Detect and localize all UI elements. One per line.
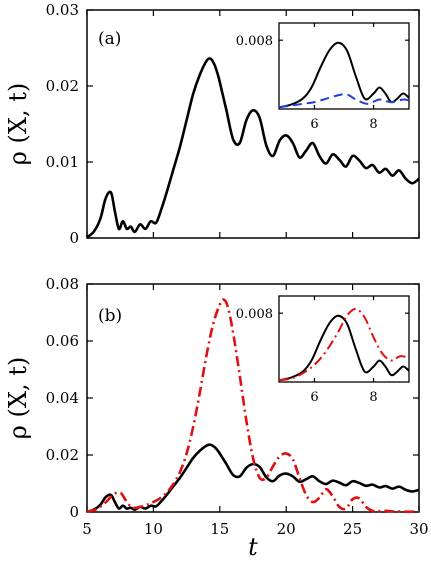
panel-a-inset-series-1-line bbox=[278, 93, 410, 109]
panel-b-xtick-label: 20 bbox=[277, 520, 296, 538]
panel-b-inset-ytick-label: 0.008 bbox=[236, 307, 273, 322]
panel-b-xlabel: t bbox=[248, 533, 258, 561]
panel-b-ticks: 5 10 15 20 25 30 0 0.02 0.04 0.06 0.08 bbox=[46, 275, 429, 538]
panel-a-inset-xtick-label: 8 bbox=[369, 117, 377, 132]
panel-a-inset-ticks: 6 8 0.008 bbox=[236, 23, 409, 132]
panel-a-inset-series bbox=[278, 41, 410, 109]
panel-a-ticks: 0 0.01 0.02 0.03 bbox=[46, 1, 420, 247]
panel-b-inset-series-0-line bbox=[278, 314, 410, 382]
panel-b-inset-frame bbox=[278, 295, 410, 383]
panel-b-inset-xtick-label: 8 bbox=[369, 390, 377, 405]
panel-a-ylabel: ρ (X, t) bbox=[4, 83, 32, 165]
panel-b-series-1-line bbox=[86, 298, 420, 514]
panel-a-ytick-label: 0.01 bbox=[46, 153, 79, 171]
panel-b-xtick-label: 25 bbox=[343, 520, 362, 538]
panel-a-series bbox=[86, 57, 420, 239]
panel-a-frame bbox=[86, 9, 420, 239]
panel-b-series bbox=[86, 298, 420, 514]
panel-b: 5 10 15 20 25 30 0 0.02 0.04 0.06 0.08 (b) ρ (X, t… bbox=[4, 275, 429, 561]
panel-b-xtick-label: 30 bbox=[409, 520, 428, 538]
panel-b-ytick-label: 0.06 bbox=[46, 332, 79, 350]
panel-b-series-0-line bbox=[86, 443, 420, 513]
panel-b-inset-xtick-label: 6 bbox=[310, 390, 318, 405]
panel-b-inset: 6 8 0.008 bbox=[236, 295, 410, 405]
panel-b-ytick-label: 0 bbox=[69, 503, 79, 521]
panel-b-xtick-label: 10 bbox=[144, 520, 163, 538]
panel-b-ytick-label: 0.02 bbox=[46, 446, 79, 464]
panel-b-xtick-label: 15 bbox=[210, 520, 229, 538]
panel-b-ytick-label: 0.04 bbox=[46, 389, 79, 407]
panel-a-ytick-label: 0 bbox=[69, 229, 79, 247]
panel-b-xtick-label: 5 bbox=[82, 520, 92, 538]
panel-a-label: (a) bbox=[98, 29, 121, 49]
panel-b-inset-ticks: 6 8 0.008 bbox=[236, 296, 409, 405]
panel-b-ytick-label: 0.08 bbox=[46, 275, 79, 293]
panel-b-inset-series-1-line bbox=[278, 307, 410, 382]
panel-b-label: (b) bbox=[98, 306, 122, 326]
panel-a-ytick-label: 0.03 bbox=[46, 1, 79, 19]
panel-a-inset-ytick-label: 0.008 bbox=[236, 34, 273, 49]
panel-a-ytick-label: 0.02 bbox=[46, 77, 79, 95]
panel-a-inset-frame bbox=[278, 22, 410, 110]
panel-a-inset-xtick-label: 6 bbox=[310, 117, 318, 132]
panel-a: 0 0.01 0.02 0.03 (a) ρ (X, t) 6 8 0.008 bbox=[4, 1, 420, 247]
panel-b-ylabel: ρ (X, t) bbox=[4, 357, 32, 439]
panel-b-inset-series bbox=[278, 307, 410, 382]
panel-a-inset: 6 8 0.008 bbox=[236, 22, 410, 132]
panel-a-series-0-line bbox=[86, 57, 420, 239]
